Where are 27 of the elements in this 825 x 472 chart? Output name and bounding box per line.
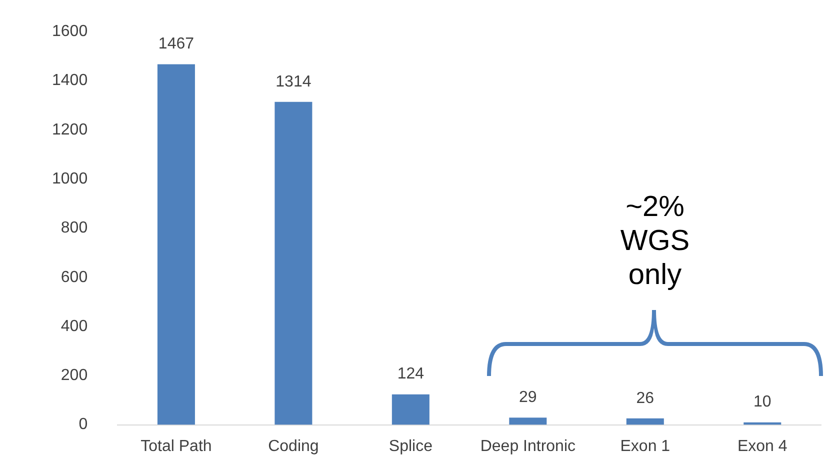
y-tick-label: 1000: [52, 170, 88, 188]
data-label: 26: [636, 390, 654, 407]
x-tick-label: Deep Intronic: [480, 438, 576, 455]
y-tick-label: 0: [78, 416, 88, 434]
y-tick-label: 800: [60, 220, 88, 237]
x-tick-label: Exon 1: [620, 438, 670, 455]
x-tick-label: Total Path: [140, 438, 212, 455]
y-tick-label: 1200: [52, 121, 88, 138]
bar: [274, 102, 312, 425]
x-tick-label: Coding: [268, 438, 319, 455]
data-label: 29: [519, 389, 537, 406]
bar: [626, 418, 664, 425]
data-label: 10: [753, 394, 772, 411]
bar: [392, 394, 430, 425]
y-tick-label: 1600: [52, 23, 88, 40]
data-label: 1467: [158, 36, 194, 53]
y-tick-label: 600: [60, 268, 88, 286]
y-tick-label: 200: [60, 367, 88, 384]
bar: [157, 64, 195, 425]
data-label: 124: [397, 366, 424, 383]
bar: [509, 418, 547, 425]
y-tick-label: 1400: [52, 72, 88, 90]
x-tick-label: Exon 4: [737, 438, 788, 455]
y-tick-label: 400: [60, 318, 88, 335]
annotation: ~2% WGS only: [619, 190, 691, 292]
data-label: 1314: [276, 73, 312, 90]
x-tick-label: Splice: [388, 438, 433, 455]
